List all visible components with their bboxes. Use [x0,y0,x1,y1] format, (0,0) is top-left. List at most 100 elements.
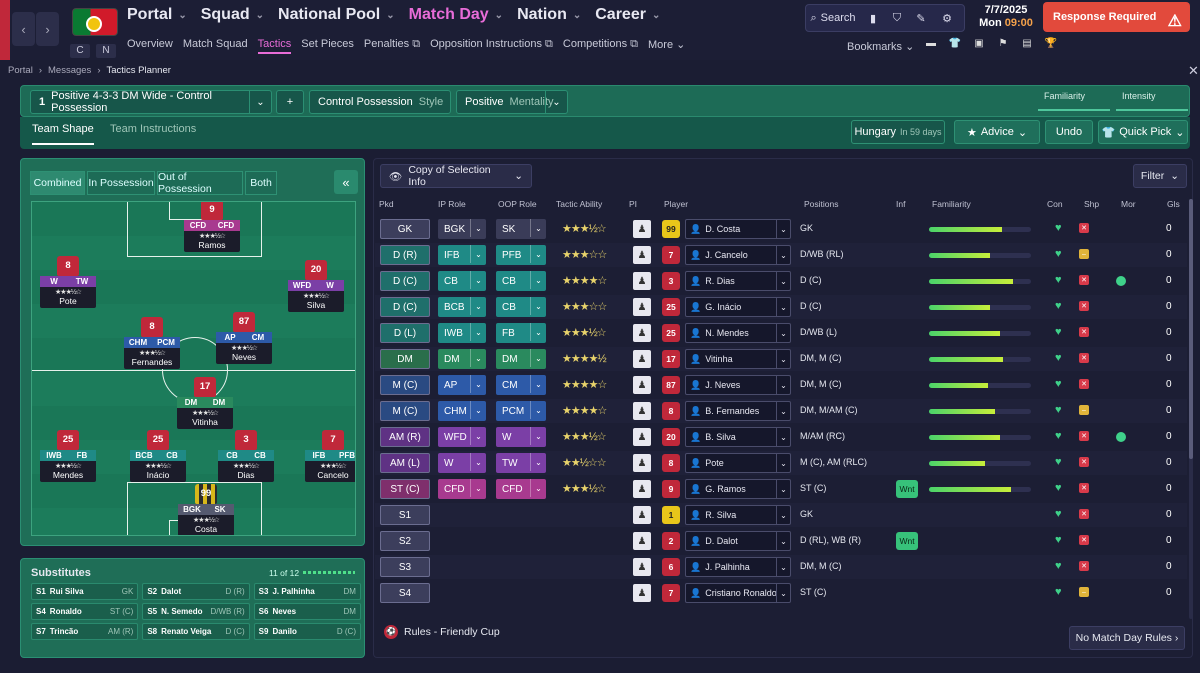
tab-both[interactable]: Both [245,171,277,195]
picked-position[interactable]: D (C) [380,297,430,317]
ip-role-select[interactable]: CFD ⌄ [438,479,486,499]
table-row[interactable]: AM (L) W ⌄ TW ⌄ ★★½☆☆ ♟ 8 👤 Pote ⌄ M (C), AM (RLC) ♥… [375,451,1187,475]
column-header[interactable]: Con [1047,199,1063,209]
column-header[interactable]: PI [629,199,638,209]
table-row[interactable]: M (C) CHM ⌄ PCM ⌄ ★★★★☆ ♟ 8 👤 B. Fernandes ⌄ DM, M/… [375,399,1187,423]
picked-position[interactable]: AM (R) [380,427,430,447]
table-row[interactable]: S1 ♟ 1 👤 R. Silva ⌄ GK ♥ ✕ 0 [375,503,1187,527]
nav-national-pool[interactable]: National Pool ⌄ [278,6,395,23]
column-header[interactable]: Positions [804,199,839,209]
breadcrumb-portal[interactable]: Portal [8,65,33,76]
report-icon[interactable]: ▤ [1022,38,1032,49]
pitch-player[interactable]: 8 CHM PCM ★★★½☆ Fernandes [124,317,180,369]
picked-position[interactable]: D (R) [380,245,430,265]
picked-position[interactable]: DM [380,349,430,369]
pitch-player[interactable]: 87 AP CM ★★★½☆ Neves [216,312,272,364]
sub-slot[interactable]: S8 Renato Veiga D (C) [142,623,250,640]
picked-position[interactable]: ST (C) [380,479,430,499]
picked-position[interactable]: D (L) [380,323,430,343]
tab-team-instructions[interactable]: Team Instructions [110,123,197,135]
oop-role-select[interactable]: CFD ⌄ [496,479,546,499]
picked-position[interactable]: S1 [380,505,430,525]
sub-slot[interactable]: S1 Rui Silva GK [31,583,139,600]
tab-team-shape[interactable]: Team Shape [32,123,94,145]
subnav-opposition-instructions[interactable]: Opposition Instructions ⧉ [430,38,553,50]
nav-portal[interactable]: Portal ⌄ [127,6,187,23]
subnav-match-squad[interactable]: Match Squad [182,38,248,50]
table-row[interactable]: M (C) AP ⌄ CM ⌄ ★★★★☆ ♟ 87 👤 J. Neves ⌄ DM, M (C) ♥ ✕… [375,373,1187,397]
player-instructions-icon[interactable]: ♟ [633,324,651,342]
sub-slot[interactable]: S7 Trincão AM (R) [31,623,139,640]
oop-role-select[interactable]: CB ⌄ [496,271,546,291]
column-header[interactable]: OOP Role [498,199,537,209]
quick-pick-button[interactable]: 👕 Quick Pick ⌄ [1098,120,1188,144]
nav-squad[interactable]: Squad ⌄ [200,6,265,23]
trophy-icon[interactable]: 🏆 [1044,38,1058,49]
ip-role-select[interactable]: CB ⌄ [438,271,486,291]
pitch-player[interactable]: 25 IWB FB ★★★½☆ Mendes [40,430,96,482]
column-header[interactable]: Tactic Ability [556,199,603,209]
table-row[interactable]: S2 ♟ 2 👤 D. Dalot ⌄ D (RL), WB (R) Wnt ♥ ✕ 0 [375,529,1187,553]
forward-button[interactable]: › [36,12,59,46]
collapse-icon[interactable]: « [334,170,358,194]
oop-role-select[interactable]: CB ⌄ [496,297,546,317]
picked-position[interactable]: M (C) [380,375,430,395]
add-tactic-button[interactable]: + [276,90,304,114]
sub-slot[interactable]: S3 J. Palhinha DM [253,583,361,600]
table-row[interactable]: S3 ♟ 6 👤 J. Palhinha ⌄ DM, M (C) ♥ ✕ 0 [375,555,1187,579]
player-instructions-icon[interactable]: ♟ [633,246,651,264]
sub-slot[interactable]: S6 Neves DM [253,603,361,620]
oop-role-select[interactable]: PCM ⌄ [496,401,546,421]
table-row[interactable]: D (L) IWB ⌄ FB ⌄ ★★★½☆ ♟ 25 👤 N. Mendes ⌄ D/WB (L) ♥… [375,321,1187,345]
player-select[interactable]: 👤 R. Dias ⌄ [685,271,791,291]
player-instructions-icon[interactable]: ♟ [633,376,651,394]
player-instructions-icon[interactable]: ♟ [633,220,651,238]
back-button[interactable]: ‹ [12,12,35,46]
next-opponent[interactable]: Hungary In 59 days [851,120,945,144]
oop-role-select[interactable]: SK ⌄ [496,219,546,239]
table-row[interactable]: GK BGK ⌄ SK ⌄ ★★★½☆ ♟ 99 👤 D. Costa ⌄ GK ♥ ✕ 0 [375,217,1187,241]
rules-label[interactable]: ⚽ Rules - Friendly Cup [384,625,500,639]
player-instructions-icon[interactable]: ♟ [633,428,651,446]
pitch-player[interactable]: 99 BGK SK ★★★½☆ Costa [178,484,234,535]
ip-role-select[interactable]: AP ⌄ [438,375,486,395]
pitch-player[interactable]: 17 DM DM ★★★½☆ Vitinha [177,377,233,429]
ip-role-select[interactable]: DM ⌄ [438,349,486,369]
style-select[interactable]: Control Possession Style [309,90,451,114]
oop-role-select[interactable]: TW ⌄ [496,453,546,473]
table-row[interactable]: D (C) CB ⌄ CB ⌄ ★★★★☆ ♟ 3 👤 R. Dias ⌄ D (C) ♥ ✕ 0 [375,269,1187,293]
tab-in-possession[interactable]: In Possession [87,171,155,195]
player-instructions-icon[interactable]: ♟ [633,506,651,524]
player-instructions-icon[interactable]: ♟ [633,480,651,498]
player-instructions-icon[interactable]: ♟ [633,298,651,316]
view-select[interactable]: 👁 Copy of Selection Info ⌄ [380,164,532,188]
ip-role-select[interactable]: CHM ⌄ [438,401,486,421]
ip-role-select[interactable]: BCB ⌄ [438,297,486,317]
ip-role-select[interactable]: IFB ⌄ [438,245,486,265]
table-row[interactable]: D (R) IFB ⌄ PFB ⌄ ★★★☆☆ ♟ 7 👤 J. Cancelo ⌄ D/WB (RL… [375,243,1187,267]
nav-nation[interactable]: Nation ⌄ [517,6,582,23]
search-button[interactable]: ⌕ Search [810,11,856,25]
ip-role-select[interactable]: W ⌄ [438,453,486,473]
column-header[interactable]: Shp [1084,199,1100,209]
chat-icon[interactable]: ▬ [926,38,936,49]
picked-position[interactable]: D (C) [380,271,430,291]
subnav-penalties[interactable]: Penalties ⧉ [363,38,421,50]
player-instructions-icon[interactable]: ♟ [633,350,651,368]
nav-career[interactable]: Career ⌄ [595,6,661,23]
player-select[interactable]: 👤 J. Neves ⌄ [685,375,791,395]
player-select[interactable]: 👤 D. Costa ⌄ [685,219,791,239]
subnav-tactics[interactable]: Tactics [257,38,292,54]
pitch-player[interactable]: 7 IFB PFB ★★★½☆ Cancelo [305,430,355,482]
oop-role-select[interactable]: DM ⌄ [496,349,546,369]
player-instructions-icon[interactable]: ♟ [633,454,651,472]
player-select[interactable]: 👤 D. Dalot ⌄ [685,531,791,551]
gear-icon[interactable]: ⚙ [942,12,952,25]
advice-button[interactable]: ★ Advice ⌄ [954,120,1040,144]
player-select[interactable]: 👤 Vitinha ⌄ [685,349,791,369]
table-row[interactable]: DM DM ⌄ DM ⌄ ★★★★½ ♟ 17 👤 Vitinha ⌄ DM, M (C) ♥ ✕ 0 [375,347,1187,371]
subnav-competitions[interactable]: Competitions ⧉ [562,38,639,50]
picked-position[interactable]: GK [380,219,430,239]
picked-position[interactable]: S3 [380,557,430,577]
player-select[interactable]: 👤 B. Silva ⌄ [685,427,791,447]
